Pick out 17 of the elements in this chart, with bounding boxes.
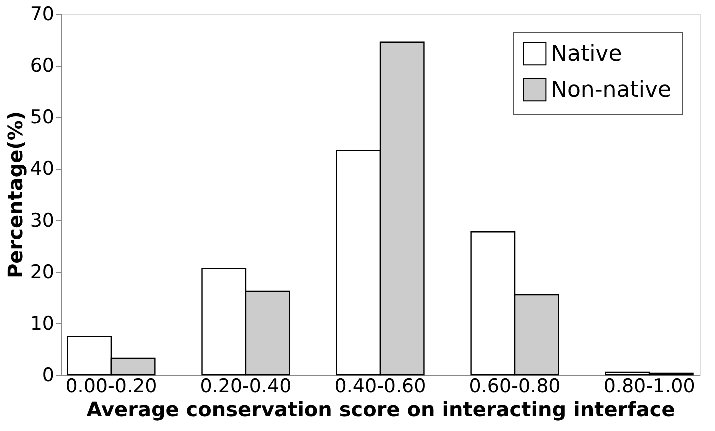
legend-label: Native bbox=[551, 42, 622, 67]
x-tick-label: 0.40-0.60 bbox=[334, 376, 426, 398]
y-tick-label: 20 bbox=[30, 261, 54, 284]
y-tick-label: 0 bbox=[42, 364, 54, 386]
x-tick-label: 0.00-0.20 bbox=[66, 376, 158, 398]
y-tick-label: 40 bbox=[30, 158, 54, 180]
y-tick-label: 70 bbox=[30, 4, 54, 26]
legend-label: Non-native bbox=[551, 78, 672, 103]
y-axis-title: Percentage(%) bbox=[3, 111, 28, 279]
x-tick-label: 0.20-0.40 bbox=[200, 376, 292, 398]
x-tick-label: 0.60-0.80 bbox=[469, 376, 561, 398]
y-tick-label: 10 bbox=[30, 312, 54, 335]
y-tick-label: 30 bbox=[30, 210, 54, 232]
y-tick-label: 60 bbox=[30, 55, 54, 78]
y-tick-label: 50 bbox=[30, 106, 54, 129]
x-tick-label: 0.80-1.00 bbox=[604, 376, 696, 398]
x-axis-title: Average conservation score on interacting interface bbox=[86, 398, 676, 422]
